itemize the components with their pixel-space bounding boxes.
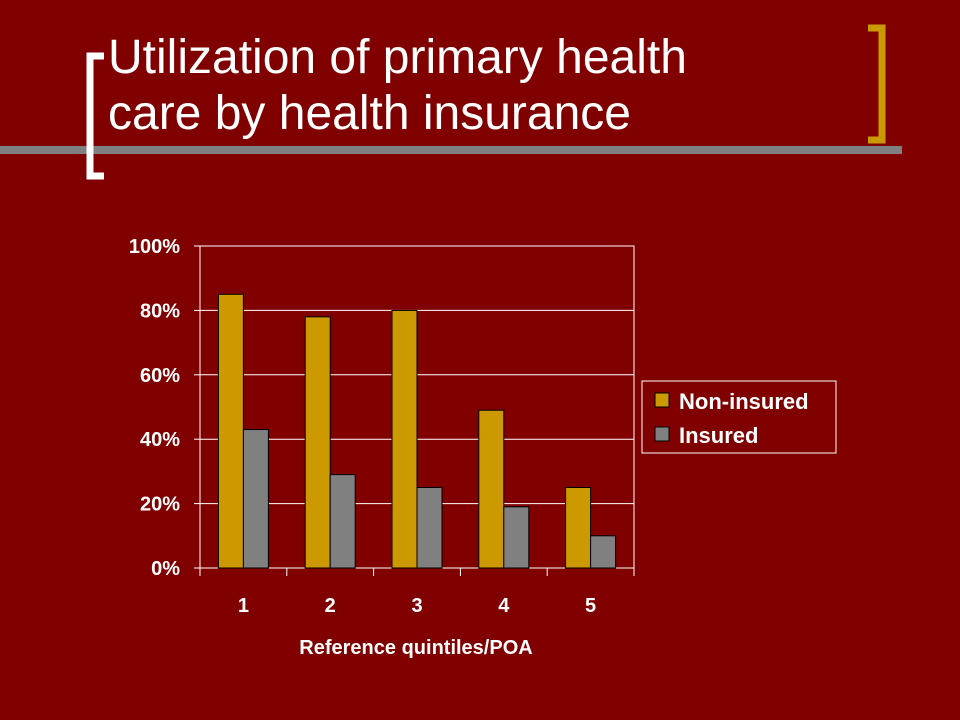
bar-insured [416,487,443,569]
legend-label: Non-insured [679,389,809,414]
x-axis-title: Reference quintiles/POA [299,637,532,659]
bar-non-insured [391,309,418,569]
bar-insured [242,429,269,569]
y-tick-label: 40% [140,429,180,451]
legend-label: Insured [679,423,758,448]
y-tick-label: 20% [140,494,180,516]
legend-box [641,380,837,454]
title-line-2: care by health insurance [108,87,631,140]
title-line-1: Utilization of primary health [108,31,687,84]
y-tick-label: 100% [129,236,180,258]
x-tick-label: 1 [238,595,249,617]
x-tick-label: 3 [411,595,422,617]
axis-layer: 0% 20% 40% 60% 80% 100% 1 2 3 4 5 [129,236,635,617]
bar-non-insured [565,487,592,569]
bar-insured [329,474,356,569]
rule-bar [0,146,902,154]
legend: Non-insured Insured [641,380,837,454]
legend-swatch [654,392,670,408]
x-tick-label: 5 [585,595,596,617]
left-bracket [86,52,104,180]
x-tick-label: 4 [498,595,510,617]
bars-layer [217,293,617,569]
right-bracket [868,24,886,144]
bar-non-insured [217,293,244,569]
bar-non-insured [478,409,505,569]
x-tick-label: 2 [325,595,336,617]
bar-non-insured [304,316,331,569]
legend-swatch [654,426,670,442]
y-tick-label: 80% [140,300,180,322]
page-title: Utilization of primary health care by he… [108,30,848,142]
bar-insured [590,535,617,569]
y-tick-label: 60% [140,365,180,387]
bar-insured [503,506,530,569]
y-tick-label: 0% [151,558,180,580]
